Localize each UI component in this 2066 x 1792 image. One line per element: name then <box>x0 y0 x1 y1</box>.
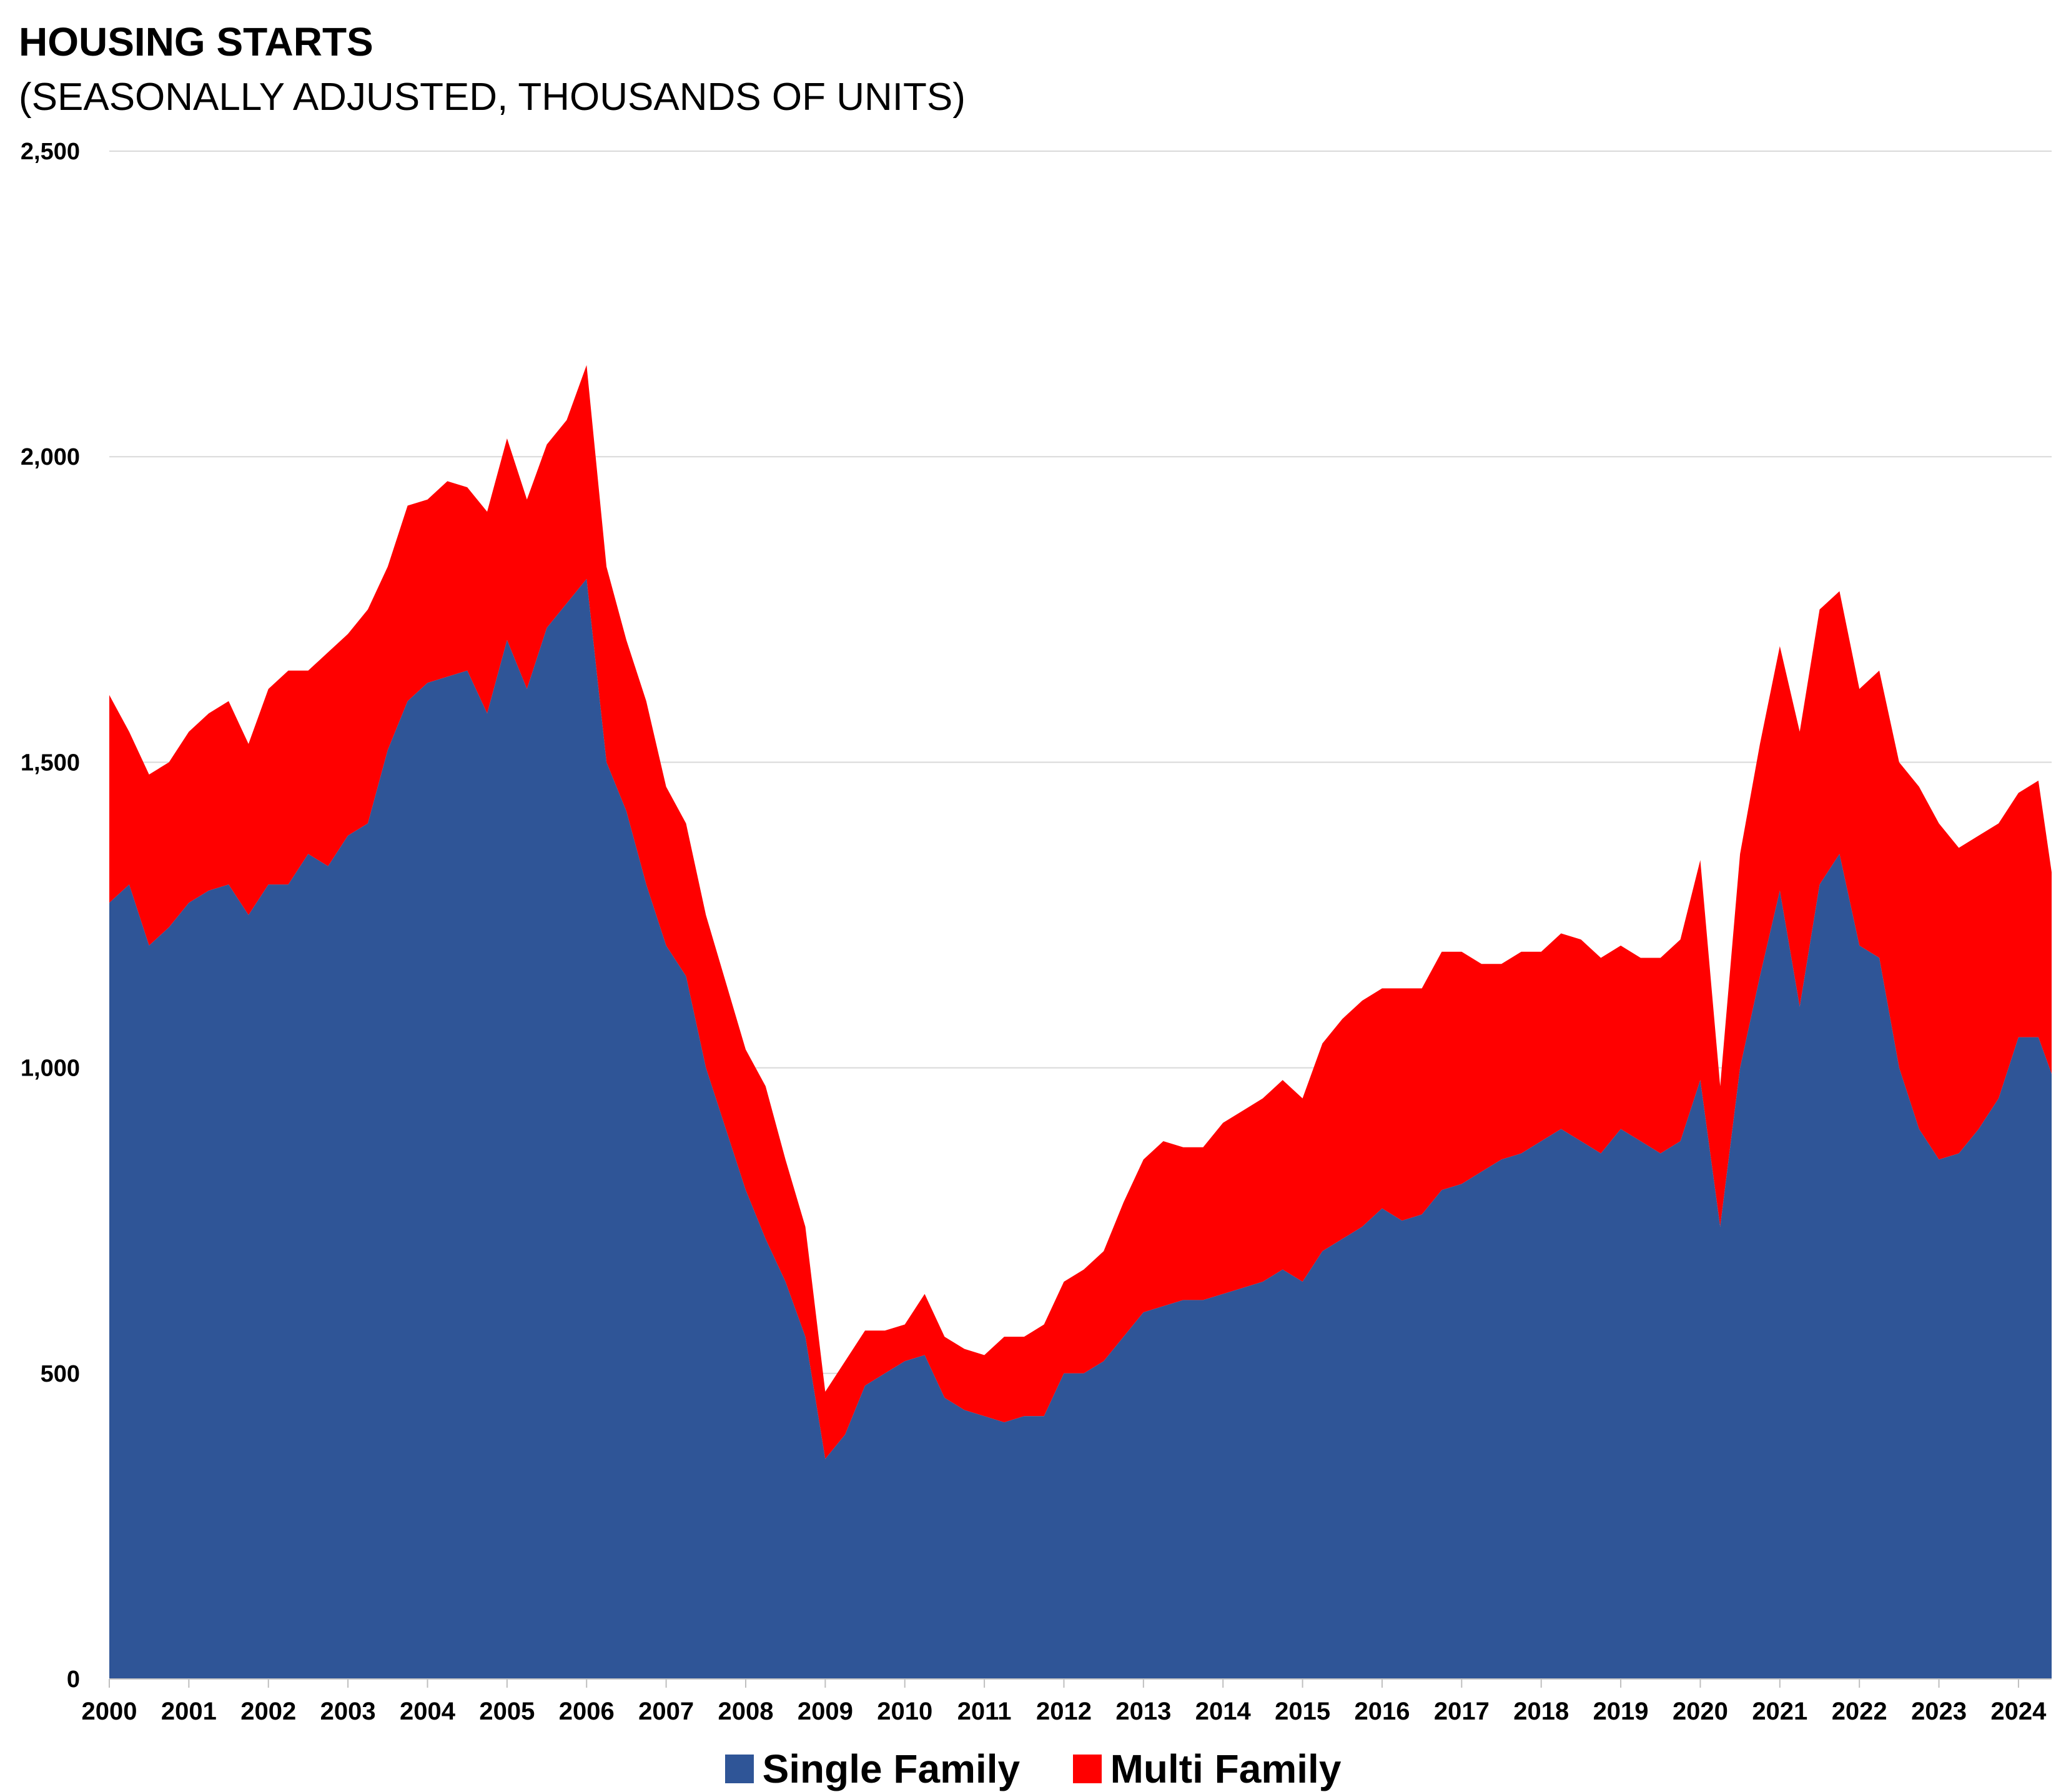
x-tick-label: 2023 <box>1911 1698 1967 1725</box>
x-tick-label: 2011 <box>957 1698 1012 1725</box>
chart-title: HOUSING STARTS <box>19 19 373 64</box>
x-tick-label: 2017 <box>1434 1698 1490 1725</box>
x-tick-label: 2019 <box>1593 1698 1649 1725</box>
x-tick-label: 2012 <box>1036 1698 1092 1725</box>
x-tick-label: 2002 <box>240 1698 296 1725</box>
legend-swatch-multi-family <box>1072 1755 1102 1783</box>
axes: 0 500 1,000 1,500 2,000 2,500 2000 2001 2002 2003… <box>21 139 2052 1725</box>
x-tick-label: 2003 <box>320 1698 376 1725</box>
chart-subtitle: (SEASONALLY ADJUSTED, THOUSANDS OF UNITS… <box>19 76 966 119</box>
x-tick-label: 2013 <box>1115 1698 1171 1725</box>
series-area-multi-family <box>109 365 2052 1459</box>
y-tick-label: 1,000 <box>21 1056 80 1082</box>
x-tick-label: 2016 <box>1354 1698 1410 1725</box>
x-tick-label: 2009 <box>798 1698 853 1725</box>
legend: Single Family Multi Family <box>0 1746 2066 1792</box>
y-tick-label: 500 <box>41 1361 80 1387</box>
legend-item-single-family: Single Family <box>724 1746 1021 1792</box>
y-tick-label: 0 <box>67 1666 80 1693</box>
x-tick-label: 2007 <box>638 1698 694 1725</box>
area-series <box>109 365 2052 1679</box>
x-tick-label: 2018 <box>1513 1698 1569 1725</box>
x-tick-label: 2000 <box>82 1698 137 1725</box>
legend-item-multi-family: Multi Family <box>1072 1746 1342 1792</box>
x-tick-label: 2006 <box>559 1698 615 1725</box>
x-tick-label: 2020 <box>1673 1698 1728 1725</box>
x-tick-label: 2024 <box>1990 1698 2047 1725</box>
x-tick-label: 2010 <box>877 1698 932 1725</box>
y-tick-label: 2,000 <box>21 444 80 470</box>
series-area-single-family <box>109 578 2052 1679</box>
legend-swatch-single-family <box>724 1755 754 1783</box>
x-tick-label: 2015 <box>1275 1698 1330 1725</box>
x-tick-label: 2021 <box>1752 1698 1807 1725</box>
x-tick-label: 2001 <box>161 1698 217 1725</box>
y-tick-label: 2,500 <box>21 139 80 165</box>
x-tick-label: 2014 <box>1195 1698 1252 1725</box>
x-tick-label: 2005 <box>479 1698 535 1725</box>
y-tick-label: 1,500 <box>21 750 80 776</box>
x-tick-label: 2004 <box>400 1698 456 1725</box>
legend-label-multi-family: Multi Family <box>1110 1746 1342 1791</box>
x-tick-label: 2008 <box>718 1698 773 1725</box>
legend-label-single-family: Single Family <box>762 1746 1021 1791</box>
x-tick-label: 2022 <box>1832 1698 1887 1725</box>
